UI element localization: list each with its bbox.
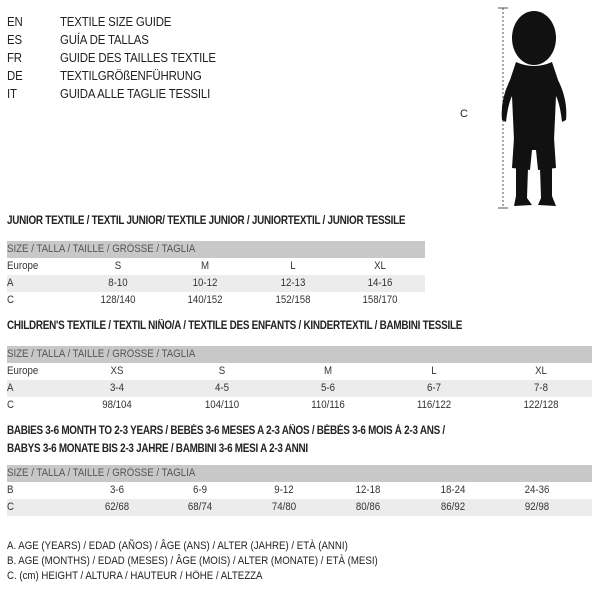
cell: 7-8 bbox=[534, 382, 548, 394]
lang-code: ES bbox=[7, 32, 22, 47]
cell: 24-36 bbox=[524, 484, 550, 496]
table-row: A 8-10 10-12 12-13 14-16 bbox=[7, 275, 425, 292]
junior-size-table: SIZE / TALLA / TAILLE / GRÖSSE / TAGLIA … bbox=[7, 241, 425, 309]
legend-age-years: A. AGE (YEARS) / EDAD (AÑOS) / ÂGE (ANS)… bbox=[7, 540, 348, 552]
babies-heading-line-2: BABYS 3-6 MONATE BIS 2-3 JAHRE / BAMBINI… bbox=[7, 443, 308, 455]
cell: L bbox=[431, 365, 437, 377]
lang-title: GUIDA ALLE TAGLIE TESSILI bbox=[60, 86, 211, 101]
table-row: C 62/68 68/74 74/80 80/86 86/92 92/98 bbox=[7, 499, 592, 516]
cell: 18-24 bbox=[440, 484, 466, 496]
table-header: SIZE / TALLA / TAILLE / GRÖSSE / TAGLIA bbox=[7, 465, 592, 482]
cell: 3-6 bbox=[110, 484, 124, 496]
cell: 62/68 bbox=[104, 501, 130, 513]
cell: 98/104 bbox=[102, 399, 132, 411]
lang-code: IT bbox=[7, 86, 17, 101]
lang-code: FR bbox=[7, 50, 22, 65]
lang-title: TEXTILGRÖßENFÜHRUNG bbox=[60, 68, 202, 83]
cell: S bbox=[218, 365, 226, 377]
row-label: B bbox=[7, 484, 14, 496]
size-header: SIZE / TALLA / TAILLE / GRÖSSE / TAGLIA bbox=[7, 348, 196, 360]
cell: 6-7 bbox=[427, 382, 441, 394]
lang-title: TEXTILE SIZE GUIDE bbox=[60, 14, 172, 29]
cell: M bbox=[323, 365, 333, 377]
cell: 3-4 bbox=[110, 382, 124, 394]
row-label: C bbox=[7, 294, 14, 306]
cell: 158/170 bbox=[362, 294, 398, 306]
table-row: Europe S M L XL bbox=[7, 258, 425, 275]
cell: 5-6 bbox=[321, 382, 335, 394]
table-row: A 3-4 4-5 5-6 6-7 7-8 bbox=[7, 380, 592, 397]
babies-heading-line-1: BABIES 3-6 MONTH TO 2-3 YEARS / BEBÉS 3-… bbox=[7, 425, 445, 437]
lang-code: DE bbox=[7, 68, 23, 83]
cell: 80/86 bbox=[355, 501, 381, 513]
row-label: A bbox=[7, 382, 14, 394]
table-row: C 98/104 104/110 110/116 116/122 122/128 bbox=[7, 397, 592, 414]
height-label: C bbox=[460, 108, 468, 120]
table-row: Europe XS S M L XL bbox=[7, 363, 592, 380]
row-label: C bbox=[7, 399, 14, 411]
cell: XS bbox=[110, 365, 124, 377]
size-header: SIZE / TALLA / TAILLE / GRÖSSE / TAGLIA bbox=[7, 243, 196, 255]
cell: 92/98 bbox=[524, 501, 550, 513]
children-size-table: SIZE / TALLA / TAILLE / GRÖSSE / TAGLIA … bbox=[7, 346, 592, 414]
cell: L bbox=[290, 260, 296, 272]
cell: M bbox=[200, 260, 210, 272]
cell: 12-13 bbox=[280, 277, 306, 289]
lang-code: EN bbox=[7, 14, 23, 29]
table-row: B 3-6 6-9 9-12 12-18 18-24 24-36 bbox=[7, 482, 592, 499]
row-label: Europe bbox=[7, 260, 39, 272]
cell: 14-16 bbox=[367, 277, 393, 289]
cell: 110/116 bbox=[311, 399, 345, 411]
cell: 122/128 bbox=[523, 399, 559, 411]
row-label: A bbox=[7, 277, 14, 289]
cell: 8-10 bbox=[108, 277, 128, 289]
cell: 116/122 bbox=[416, 399, 452, 411]
row-label: Europe bbox=[7, 365, 39, 377]
cell: 152/158 bbox=[275, 294, 311, 306]
cell: XL bbox=[535, 365, 547, 377]
cell: 12-18 bbox=[355, 484, 381, 496]
cell: 128/140 bbox=[100, 294, 136, 306]
legend-height: C. (cm) HEIGHT / ALTURA / HAUTEUR / HÖHE… bbox=[7, 570, 263, 582]
legend-age-months: B. AGE (MONTHS) / EDAD (MESES) / ÂGE (MO… bbox=[7, 555, 378, 567]
children-heading: CHILDREN'S TEXTILE / TEXTIL NIÑO/A / TEX… bbox=[7, 320, 463, 332]
cell: 6-9 bbox=[193, 484, 207, 496]
babies-size-table: SIZE / TALLA / TAILLE / GRÖSSE / TAGLIA … bbox=[7, 465, 592, 516]
child-silhouette-icon bbox=[498, 7, 567, 209]
table-row: C 128/140 140/152 152/158 158/170 bbox=[7, 292, 425, 309]
lang-title: GUÍA DE TALLAS bbox=[60, 32, 149, 47]
cell: XL bbox=[374, 260, 386, 272]
cell: 9-12 bbox=[274, 484, 294, 496]
size-header: SIZE / TALLA / TAILLE / GRÖSSE / TAGLIA bbox=[7, 467, 196, 479]
table-header: SIZE / TALLA / TAILLE / GRÖSSE / TAGLIA bbox=[7, 241, 425, 258]
cell: 86/92 bbox=[440, 501, 466, 513]
cell: 10-12 bbox=[192, 277, 218, 289]
cell: 104/110 bbox=[204, 399, 240, 411]
cell: 74/80 bbox=[271, 501, 297, 513]
row-label: C bbox=[7, 501, 14, 513]
cell: 4-5 bbox=[215, 382, 229, 394]
table-header: SIZE / TALLA / TAILLE / GRÖSSE / TAGLIA bbox=[7, 346, 592, 363]
junior-heading: JUNIOR TEXTILE / TEXTIL JUNIOR/ TEXTILE … bbox=[7, 215, 406, 227]
cell: S bbox=[114, 260, 122, 272]
lang-title: GUIDE DES TAILLES TEXTILE bbox=[60, 50, 216, 65]
cell: 140/152 bbox=[187, 294, 223, 306]
cell: 68/74 bbox=[187, 501, 213, 513]
